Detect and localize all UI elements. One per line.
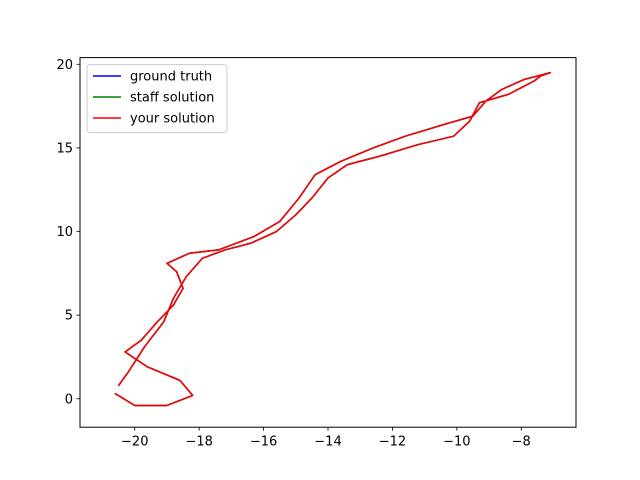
x-tick-label: −12 (379, 435, 406, 450)
x-tick-label: −14 (314, 435, 341, 450)
y-tick-label: 5 (65, 309, 73, 324)
legend-label-your-solution: your solution (130, 112, 215, 127)
y-tick-label: 0 (65, 392, 73, 407)
legend-box (86, 64, 228, 134)
x-axis: −20 −18 −16 −14 −12 −10 −8 (121, 427, 531, 450)
x-tick-label: −16 (250, 435, 277, 450)
legend: ground truth staff solution your solutio… (86, 64, 228, 134)
legend-label-staff-solution: staff solution (130, 91, 214, 106)
x-tick-label: −20 (121, 435, 148, 450)
y-tick-label: 20 (56, 58, 73, 73)
series-layer (114, 71, 551, 407)
y-axis: 0 5 10 15 20 (56, 58, 80, 407)
x-tick-label: −18 (185, 435, 212, 450)
y-tick-label: 10 (56, 225, 73, 240)
legend-label-ground-truth: ground truth (130, 70, 212, 85)
series-line-your-solution (114, 71, 551, 407)
x-tick-label: −10 (443, 435, 470, 450)
y-tick-label: 15 (56, 141, 73, 156)
x-tick-label: −8 (512, 435, 531, 450)
